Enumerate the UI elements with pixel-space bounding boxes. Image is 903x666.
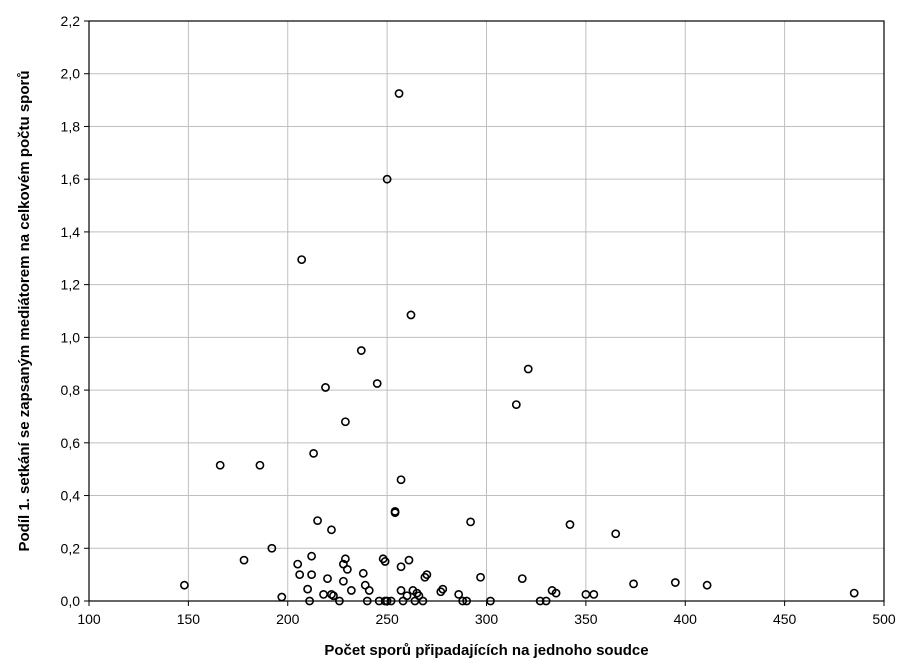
data-point (364, 586, 374, 595)
data-point (335, 596, 344, 606)
x-tick-label: 500 (872, 611, 896, 627)
data-point (319, 590, 328, 599)
y-axis-label: Podíl 1. setkání se zapsaným mediátorem … (16, 71, 33, 552)
data-point (295, 570, 305, 580)
axis-ticks: 100 150 200 250 300 350 400 450 500 0,0 0,2 0,4 0,6 0… (61, 13, 896, 627)
data-point (340, 554, 350, 564)
data-point (611, 529, 621, 539)
data-point (702, 580, 712, 590)
data-point (340, 417, 350, 427)
data-point (303, 584, 313, 594)
data-point (329, 591, 338, 601)
y-tick-label: 0,6 (61, 435, 81, 451)
data-point (517, 574, 527, 583)
x-tick-label: 450 (773, 611, 797, 627)
data-point (362, 596, 372, 606)
data-point (307, 570, 316, 580)
grid-lines (89, 21, 884, 601)
x-tick-label: 100 (77, 611, 101, 627)
data-point (380, 557, 390, 566)
data-point (382, 596, 392, 606)
y-tick-label: 1,0 (61, 329, 81, 345)
data-point (849, 588, 859, 598)
data-point (670, 578, 680, 587)
x-axis-label: Počet sporů připadajících na jednoho sou… (324, 642, 648, 659)
data-point (323, 574, 332, 583)
data-point (402, 591, 412, 601)
data-point (215, 460, 225, 470)
data-point (346, 586, 356, 595)
data-point (551, 588, 561, 598)
x-tick-label: 300 (475, 611, 499, 627)
data-point (541, 596, 551, 606)
x-tick-label: 150 (177, 611, 201, 627)
data-point (255, 460, 265, 470)
data-point (396, 475, 406, 485)
data-point (390, 508, 400, 518)
data-point (486, 596, 495, 606)
data-point (382, 174, 392, 184)
data-point (179, 580, 189, 590)
data-point (418, 596, 428, 606)
data-point (293, 559, 303, 569)
x-tick-label: 250 (375, 611, 399, 627)
data-point (476, 572, 485, 582)
data-point (356, 346, 366, 355)
y-tick-label: 0,2 (61, 540, 81, 556)
data-point (422, 570, 432, 580)
y-tick-label: 0,8 (61, 382, 81, 398)
data-point (406, 310, 416, 320)
data-point (394, 89, 404, 98)
data-point (313, 516, 322, 525)
y-tick-label: 1,4 (61, 224, 81, 240)
data-point (372, 379, 382, 388)
data-point (297, 255, 307, 264)
y-tick-label: 0,0 (61, 593, 81, 609)
data-point (338, 576, 348, 586)
data-point (277, 592, 287, 602)
y-tick-label: 2,2 (61, 13, 81, 29)
x-tick-label: 400 (674, 611, 698, 627)
data-point (466, 517, 475, 527)
data-point (589, 590, 599, 599)
data-point (327, 525, 336, 535)
data-point (629, 579, 638, 589)
y-tick-label: 1,6 (61, 171, 81, 187)
data-point (342, 564, 352, 574)
data-point (438, 584, 448, 594)
y-tick-label: 2,0 (61, 66, 81, 82)
data-point (511, 400, 521, 409)
data-point (535, 596, 545, 606)
data-point (305, 596, 315, 606)
data-point (239, 555, 249, 565)
y-tick-label: 0,4 (61, 488, 81, 504)
data-point (358, 568, 368, 578)
data-point (309, 448, 318, 458)
data-point (565, 520, 575, 529)
x-tick-label: 200 (276, 611, 300, 627)
y-tick-label: 1,8 (61, 118, 81, 134)
x-tick-label: 350 (574, 611, 598, 627)
data-point (386, 596, 396, 606)
y-tick-label: 1,2 (61, 277, 81, 293)
data-point (404, 555, 414, 565)
data-point (321, 383, 330, 392)
data-point (462, 596, 472, 606)
data-point (307, 551, 316, 561)
data-point (523, 364, 533, 374)
data-point (267, 543, 277, 553)
data-point (396, 586, 406, 595)
data-point (454, 590, 464, 599)
data-point (396, 562, 406, 572)
data-points (179, 89, 859, 606)
data-point (458, 596, 468, 606)
